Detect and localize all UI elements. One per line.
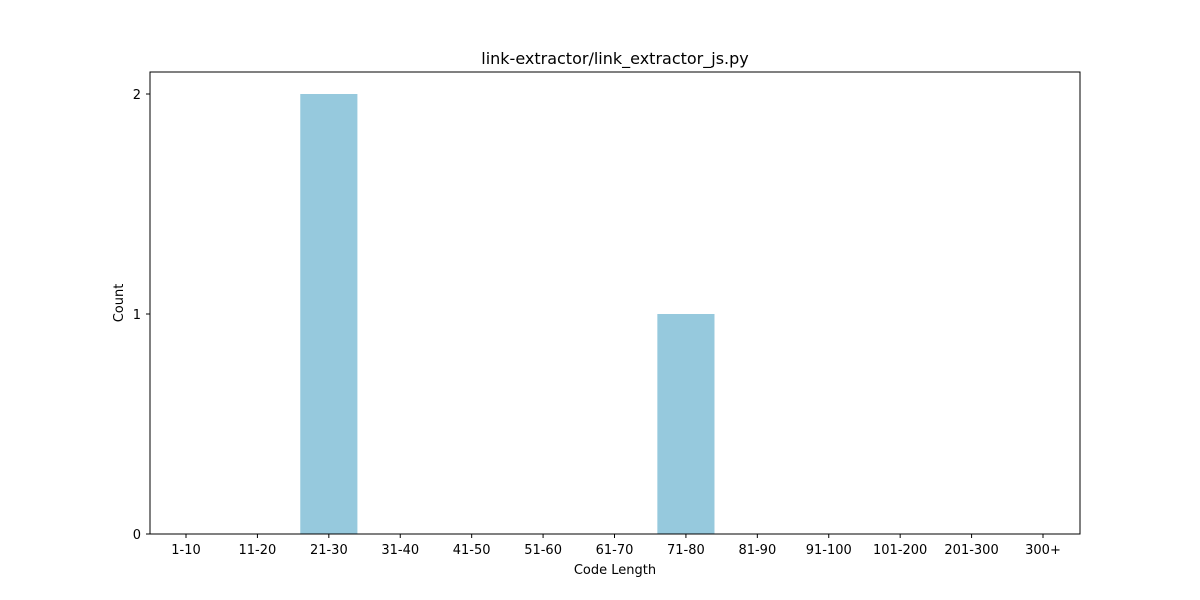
x-tick-label: 11-20 xyxy=(239,543,277,558)
plot-frame xyxy=(149,71,1081,535)
x-tick-label: 81-90 xyxy=(738,543,776,558)
x-tick-label: 71-80 xyxy=(667,543,705,558)
chart-title: link-extractor/link_extractor_js.py xyxy=(481,49,749,69)
x-tick-label: 300+ xyxy=(1025,543,1061,558)
y-tick-label: 2 xyxy=(133,88,141,103)
x-tick-label: 201-300 xyxy=(944,543,998,558)
y-tick-label: 1 xyxy=(133,308,141,323)
x-tick-label: 31-40 xyxy=(381,543,419,558)
x-axis-label: Code Length xyxy=(574,563,656,578)
x-tick-label: 41-50 xyxy=(453,543,491,558)
bars-layer xyxy=(300,94,715,534)
y-tick-label: 0 xyxy=(133,528,141,543)
y-axis-label: Count xyxy=(112,284,127,323)
bar-71-80 xyxy=(657,314,715,534)
x-tick-label: 1-10 xyxy=(171,543,201,558)
x-tick-label: 91-100 xyxy=(806,543,852,558)
bar-21-30 xyxy=(300,94,358,534)
x-tick-label: 21-30 xyxy=(310,543,348,558)
x-tick-label: 61-70 xyxy=(596,543,634,558)
y-axis: 0 1 2 xyxy=(133,88,150,543)
x-tick-label: 51-60 xyxy=(524,543,562,558)
x-axis: 1-10 11-20 21-30 31-40 41-50 51-60 61-70 71-80 8… xyxy=(171,534,1061,558)
x-tick-label: 101-200 xyxy=(873,543,927,558)
